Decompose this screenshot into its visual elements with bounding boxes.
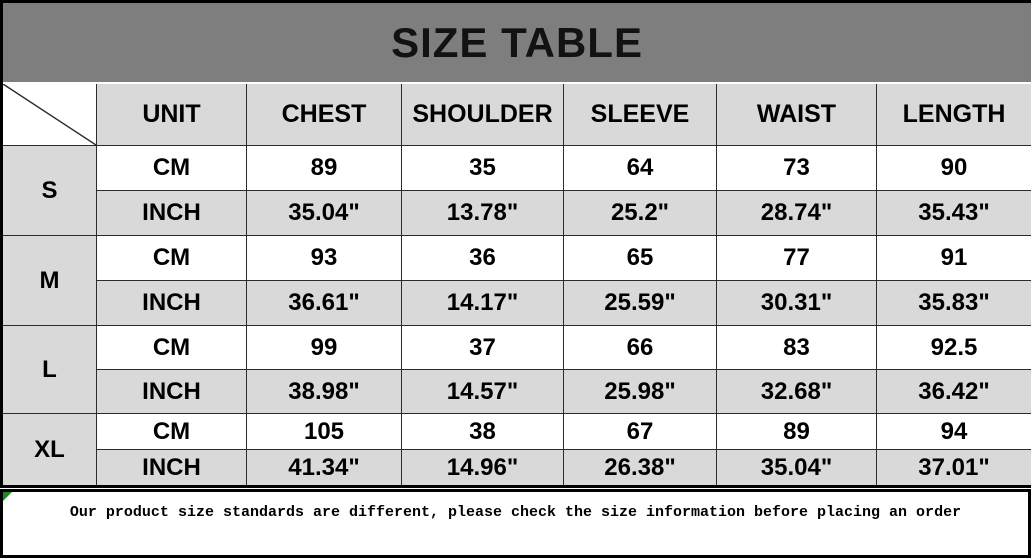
size-value-cell: 14.96"	[401, 449, 564, 487]
row-l-cm: L CM 99 37 66 83 92.5	[1, 325, 1031, 414]
size-value-cell: 32.68"	[716, 369, 877, 414]
diagonal-line-icon	[3, 84, 96, 145]
size-label-l: L	[1, 325, 97, 414]
header-cell-sleeve: SLEEVE	[563, 82, 717, 146]
size-value-cell: 37	[401, 325, 564, 370]
size-label-m: M	[1, 235, 97, 326]
size-value-cell: 38	[401, 413, 564, 450]
size-value-cell: 25.2"	[563, 190, 717, 236]
unit-label-cell: INCH	[96, 280, 247, 326]
unit-label-cell: INCH	[96, 190, 247, 236]
diagonal-corner-cell	[1, 82, 97, 146]
size-note-box: Our product size standards are different…	[0, 489, 1031, 558]
unit-label-cell: INCH	[96, 449, 247, 487]
unit-label-cell: CM	[96, 325, 247, 370]
unit-label-cell: CM	[96, 413, 247, 450]
size-value-cell: 66	[563, 325, 717, 370]
size-value-cell: 94	[875, 413, 1031, 450]
row-s-inch: INCH 35.04" 13.78" 25.2" 28.74" 35.43"	[2, 190, 1031, 236]
size-value-cell: 35.43"	[875, 190, 1031, 236]
size-value-cell: 36	[401, 235, 564, 281]
page-title: SIZE TABLE	[0, 1, 1031, 84]
row-xl-inch: INCH 41.34" 14.96" 26.38" 35.04" 37.01"	[2, 449, 1031, 487]
size-value-cell: 73	[716, 145, 877, 191]
size-table: SIZE TABLE UNIT CHEST SHOULDER SLEEVE WA…	[0, 0, 1031, 488]
size-value-cell: 26.38"	[563, 449, 717, 487]
row-s-cm: S CM 89 35 64 73 90	[1, 145, 1031, 236]
size-value-cell: 41.34"	[246, 449, 402, 487]
size-value-cell: 99	[246, 325, 402, 370]
size-value-cell: 64	[563, 145, 717, 191]
row-m-inch: INCH 36.61" 14.17" 25.59" 30.31" 35.83"	[2, 280, 1031, 326]
unit-label-cell: CM	[96, 145, 247, 191]
header-cell-unit: UNIT	[96, 82, 247, 146]
header-cell-waist: WAIST	[716, 82, 877, 146]
row-xl-cm: XL CM 105 38 67 89 94	[1, 413, 1031, 487]
size-value-cell: 90	[875, 145, 1031, 191]
size-value-cell: 14.17"	[401, 280, 564, 326]
size-value-cell: 89	[716, 413, 877, 450]
header-cell-length: LENGTH	[875, 82, 1031, 146]
size-value-cell: 28.74"	[716, 190, 877, 236]
size-value-cell: 30.31"	[716, 280, 877, 326]
size-value-cell: 14.57"	[401, 369, 564, 414]
size-value-cell: 36.61"	[246, 280, 402, 326]
green-triangle-marker-icon	[3, 492, 12, 501]
size-value-cell: 93	[246, 235, 402, 281]
size-value-cell: 25.98"	[563, 369, 717, 414]
size-value-cell: 92.5	[875, 325, 1031, 370]
row-m-cm: M CM 93 36 65 77 91	[1, 235, 1031, 326]
size-value-cell: 89	[246, 145, 402, 191]
header-cell-shoulder: SHOULDER	[401, 82, 564, 146]
title-row: SIZE TABLE	[0, 1, 1031, 84]
size-value-cell: 36.42"	[875, 369, 1031, 414]
unit-label-cell: INCH	[96, 369, 247, 414]
size-value-cell: 13.78"	[401, 190, 564, 236]
size-value-cell: 35	[401, 145, 564, 191]
size-value-cell: 83	[716, 325, 877, 370]
size-value-cell: 91	[875, 235, 1031, 281]
size-label-xl: XL	[1, 413, 97, 487]
size-value-cell: 105	[246, 413, 402, 450]
size-value-cell: 65	[563, 235, 717, 281]
row-l-inch: INCH 38.98" 14.57" 25.98" 32.68" 36.42"	[2, 369, 1031, 414]
size-value-cell: 35.83"	[875, 280, 1031, 326]
unit-label-cell: CM	[96, 235, 247, 281]
size-value-cell: 35.04"	[246, 190, 402, 236]
size-value-cell: 35.04"	[716, 449, 877, 487]
size-value-cell: 67	[563, 413, 717, 450]
size-label-s: S	[1, 145, 97, 236]
size-value-cell: 25.59"	[563, 280, 717, 326]
size-value-cell: 37.01"	[875, 449, 1031, 487]
header-cell-chest: CHEST	[246, 82, 402, 146]
size-note-text: Our product size standards are different…	[69, 504, 962, 521]
size-value-cell: 77	[716, 235, 877, 281]
size-value-cell: 38.98"	[246, 369, 402, 414]
column-header-row: UNIT CHEST SHOULDER SLEEVE WAIST LENGTH	[1, 82, 1031, 146]
